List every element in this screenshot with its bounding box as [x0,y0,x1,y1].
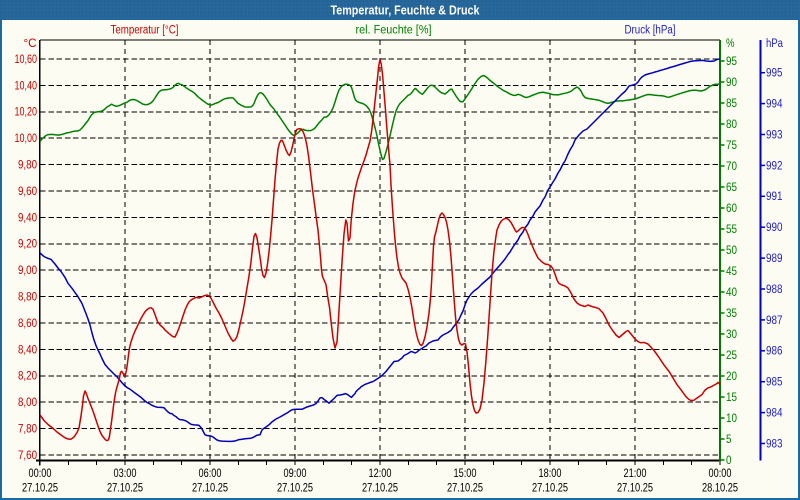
svg-text:987: 987 [766,315,783,327]
svg-text:03:00: 03:00 [114,468,137,480]
svg-text:75: 75 [726,140,737,152]
svg-text:27.10.25: 27.10.25 [362,482,398,494]
svg-text:27.10.25: 27.10.25 [617,482,653,494]
svg-text:18:00: 18:00 [539,468,562,480]
svg-text:988: 988 [766,284,783,296]
svg-text:95: 95 [726,56,737,68]
svg-text:10,00: 10,00 [15,133,38,145]
svg-text:60: 60 [726,203,737,215]
svg-text:28.10.25: 28.10.25 [702,482,738,494]
svg-text:0: 0 [726,455,732,467]
svg-text:65: 65 [726,182,737,194]
svg-text:27.10.25: 27.10.25 [447,482,483,494]
svg-text:00:00: 00:00 [709,468,732,480]
svg-text:7,80: 7,80 [18,424,37,436]
svg-text:990: 990 [766,222,783,234]
svg-text:hPa: hPa [766,38,783,50]
svg-text:30: 30 [726,329,737,341]
svg-text:10,40: 10,40 [15,80,38,92]
svg-text:Temperatur, Feuchte & Druck: Temperatur, Feuchte & Druck [331,2,481,17]
svg-text:25: 25 [726,350,737,362]
svg-text:5: 5 [726,434,732,446]
svg-text:27.10.25: 27.10.25 [277,482,313,494]
svg-text:15:00: 15:00 [454,468,477,480]
svg-text:85: 85 [726,98,737,110]
svg-text:20: 20 [726,371,737,383]
svg-text:27.10.25: 27.10.25 [107,482,143,494]
svg-text:06:00: 06:00 [199,468,222,480]
svg-text:9,80: 9,80 [18,160,37,172]
svg-text:7,60: 7,60 [18,450,37,462]
svg-text:00:00: 00:00 [29,468,52,480]
svg-text:8,60: 8,60 [18,318,37,330]
svg-text:8,80: 8,80 [18,292,37,304]
svg-text:10: 10 [726,413,737,425]
svg-text:995: 995 [766,68,783,80]
svg-text:rel. Feuchte [%]: rel. Feuchte [%] [356,24,432,36]
svg-text:21:00: 21:00 [624,468,647,480]
svg-text:40: 40 [726,287,737,299]
svg-text:35: 35 [726,308,737,320]
svg-text:986: 986 [766,346,783,358]
svg-text:994: 994 [766,99,783,111]
svg-text:985: 985 [766,377,783,389]
svg-text:12:00: 12:00 [369,468,392,480]
svg-text:8,20: 8,20 [18,371,37,383]
svg-text:Temperatur [°C]: Temperatur [°C] [111,24,179,36]
svg-text:9,60: 9,60 [18,186,37,198]
svg-text:45: 45 [726,266,737,278]
svg-text:27.10.25: 27.10.25 [192,482,228,494]
svg-text:989: 989 [766,253,783,265]
svg-text:10,60: 10,60 [15,54,38,66]
svg-text:984: 984 [766,408,783,420]
svg-text:991: 991 [766,191,783,203]
svg-text:27.10.25: 27.10.25 [22,482,58,494]
svg-text:Druck [hPa]: Druck [hPa] [625,24,676,36]
svg-text:9,00: 9,00 [18,265,37,277]
svg-text:55: 55 [726,224,737,236]
svg-text:9,20: 9,20 [18,239,37,251]
svg-text:09:00: 09:00 [284,468,307,480]
svg-text:983: 983 [766,438,783,450]
svg-text:90: 90 [726,77,737,89]
svg-text:70: 70 [726,161,737,173]
svg-text:%: % [726,38,735,50]
svg-text:15: 15 [726,392,737,404]
svg-text:50: 50 [726,245,737,257]
svg-text:993: 993 [766,129,783,141]
svg-text:80: 80 [726,119,737,131]
svg-text:27.10.25: 27.10.25 [532,482,568,494]
svg-text:992: 992 [766,160,783,172]
svg-text:°C: °C [24,38,37,50]
svg-text:9,40: 9,40 [18,212,37,224]
svg-text:10,20: 10,20 [15,107,38,119]
svg-text:8,40: 8,40 [18,344,37,356]
svg-text:8,00: 8,00 [18,397,37,409]
